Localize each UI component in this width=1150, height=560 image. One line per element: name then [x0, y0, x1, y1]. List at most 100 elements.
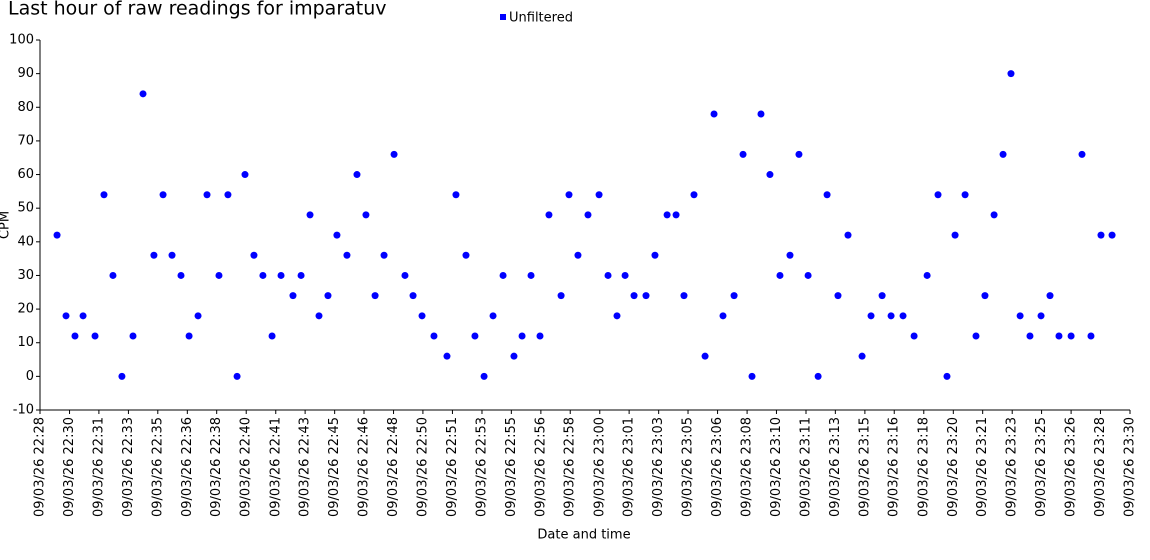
data-point — [766, 171, 774, 179]
data-point — [672, 211, 680, 219]
data-point — [923, 271, 931, 279]
data-point — [867, 312, 875, 320]
data-point — [150, 251, 158, 259]
x-tick-label: 09/03/26 22:48 — [386, 417, 401, 517]
data-point — [1037, 312, 1045, 320]
y-tick-label: 70 — [17, 133, 34, 148]
data-point — [71, 332, 79, 340]
data-point — [306, 211, 314, 219]
data-point — [233, 372, 241, 380]
data-point — [527, 271, 535, 279]
x-tick-label: 09/03/26 23:10 — [769, 417, 784, 517]
data-point — [480, 372, 488, 380]
data-point — [430, 332, 438, 340]
data-point — [215, 271, 223, 279]
data-point — [613, 312, 621, 320]
data-point — [574, 251, 582, 259]
data-point — [910, 332, 918, 340]
data-point — [757, 110, 765, 118]
data-point — [823, 191, 831, 199]
data-point — [972, 332, 980, 340]
data-point — [91, 332, 99, 340]
data-point — [748, 372, 756, 380]
data-point — [710, 110, 718, 118]
x-tick-label: 09/03/26 22:31 — [91, 417, 106, 517]
data-point — [390, 150, 398, 158]
data-point — [401, 271, 409, 279]
y-tick-label: -10 — [13, 403, 34, 418]
x-tick-label: 09/03/26 23:08 — [740, 417, 755, 517]
data-point — [362, 211, 370, 219]
data-point — [1108, 231, 1116, 239]
y-tick-label: 30 — [17, 268, 34, 283]
data-point — [545, 211, 553, 219]
data-point — [999, 150, 1007, 158]
data-point — [333, 231, 341, 239]
data-point — [719, 312, 727, 320]
data-point — [324, 292, 332, 300]
x-tick-label: 09/03/26 22:33 — [121, 417, 136, 517]
data-point — [786, 251, 794, 259]
data-point — [100, 191, 108, 199]
data-point — [452, 191, 460, 199]
x-tick-label: 09/03/26 22:56 — [533, 417, 548, 517]
x-tick-label: 09/03/26 23:00 — [592, 417, 607, 517]
data-point — [701, 352, 709, 360]
x-tick-label: 09/03/26 22:43 — [298, 417, 313, 517]
data-point — [776, 271, 784, 279]
data-point — [499, 271, 507, 279]
data-point — [443, 352, 451, 360]
data-point — [934, 191, 942, 199]
x-tick-label: 09/03/26 23:28 — [1093, 417, 1108, 517]
data-point — [834, 292, 842, 300]
data-point — [168, 251, 176, 259]
data-point — [804, 271, 812, 279]
legend-label: Unfiltered — [509, 11, 573, 26]
data-point — [690, 191, 698, 199]
data-point — [297, 271, 305, 279]
data-point — [79, 312, 87, 320]
data-point — [268, 332, 276, 340]
data-point — [557, 292, 565, 300]
data-point — [139, 90, 147, 98]
data-point — [990, 211, 998, 219]
data-point — [858, 352, 866, 360]
y-tick-label: 0 — [26, 369, 34, 384]
data-point — [203, 191, 211, 199]
x-tick-label: 09/03/26 22:38 — [209, 417, 224, 517]
chart-title: Last hour of raw readings for imparatuv — [8, 0, 387, 20]
x-tick-label: 09/03/26 22:58 — [563, 417, 578, 517]
data-point — [380, 251, 388, 259]
y-tick-label: 100 — [9, 33, 34, 48]
data-point — [118, 372, 126, 380]
x-tick-label: 09/03/26 23:18 — [916, 417, 931, 517]
data-point — [1007, 70, 1015, 78]
data-point — [259, 271, 267, 279]
y-tick-label: 10 — [17, 335, 34, 350]
x-tick-label: 09/03/26 23:11 — [798, 417, 813, 517]
data-point — [621, 271, 629, 279]
y-tick-label: 80 — [17, 100, 34, 115]
data-point — [109, 271, 117, 279]
data-point — [224, 191, 232, 199]
data-point — [878, 292, 886, 300]
data-point — [371, 292, 379, 300]
data-point — [595, 191, 603, 199]
data-point — [739, 150, 747, 158]
data-point — [943, 372, 951, 380]
data-point — [177, 271, 185, 279]
x-tick-label: 09/03/26 23:30 — [1123, 417, 1138, 517]
data-point — [194, 312, 202, 320]
x-tick-label: 09/03/26 23:21 — [975, 417, 990, 517]
x-tick-label: 09/03/26 23:20 — [946, 417, 961, 517]
data-point — [604, 271, 612, 279]
x-tick-label: 09/03/26 22:36 — [180, 417, 195, 517]
data-point — [584, 211, 592, 219]
data-point — [159, 191, 167, 199]
x-tick-label: 09/03/26 22:46 — [357, 417, 372, 517]
data-point — [663, 211, 671, 219]
y-tick-label: 40 — [17, 234, 34, 249]
data-point — [680, 292, 688, 300]
y-axis-label: CPM — [0, 211, 13, 239]
